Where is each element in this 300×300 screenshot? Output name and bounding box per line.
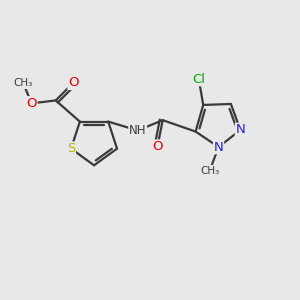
Text: S: S (67, 142, 75, 155)
Text: O: O (26, 97, 37, 110)
Text: CH₃: CH₃ (14, 78, 33, 88)
Text: N: N (214, 140, 224, 154)
Text: O: O (152, 140, 163, 153)
Text: NH: NH (129, 124, 146, 137)
Text: O: O (68, 76, 79, 89)
Text: N: N (236, 124, 245, 136)
Text: Cl: Cl (192, 73, 205, 85)
Text: CH₃: CH₃ (200, 166, 219, 176)
